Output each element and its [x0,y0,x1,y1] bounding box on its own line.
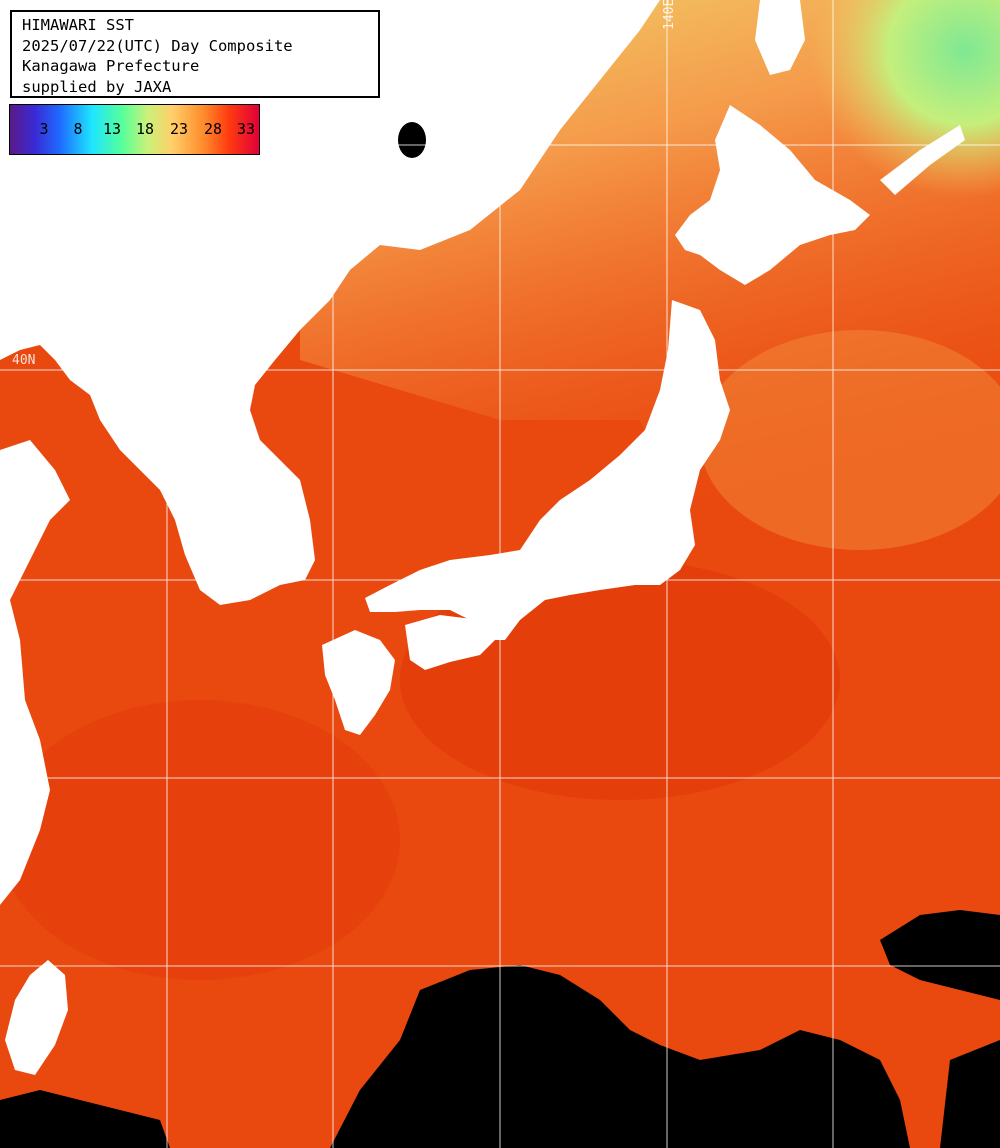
east-mild-band [700,330,1000,550]
lon-label-140e: 140E [662,0,677,30]
lat-label-40n: 40N [12,353,36,368]
scale-tick: 3 [39,120,49,138]
color-scale-bar: 3 8 13 18 23 28 33 [9,104,260,155]
taiwan-land [5,960,68,1075]
cloud-area [940,1040,1000,1148]
scale-tick: 18 [135,120,155,138]
warm-patch [0,700,400,980]
cloud-area [880,910,1000,1000]
scale-tick: 33 [236,120,256,138]
product-title: HIMAWARI SST [22,16,134,34]
title-box: HIMAWARI SST 2025/07/22(UTC) Day Composi… [10,10,380,98]
sakhalin-land [755,0,805,75]
lat-label-30n: 30N [12,761,36,776]
supplier-line: supplied by JAXA [22,77,172,96]
cloud-area [398,122,426,158]
scale-tick: 28 [203,120,223,138]
kuril-land [880,125,965,195]
kyushu-land [322,630,395,735]
scale-tick: 23 [169,120,189,138]
scale-tick: 8 [73,120,83,138]
shikoku-land [405,615,495,670]
hokkaido-land [675,105,870,285]
date-line: 2025/07/22(UTC) Day Composite [22,36,293,55]
cloud-area [0,1090,170,1148]
china-coast-land [0,440,70,905]
scale-tick: 13 [102,120,122,138]
honshu-land [365,300,730,640]
region-line: Kanagawa Prefecture [22,57,200,75]
cloud-area [330,965,910,1148]
